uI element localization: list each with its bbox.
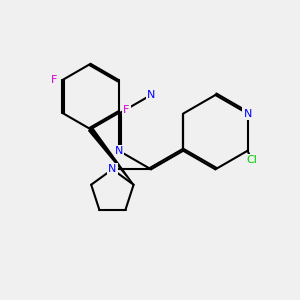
Text: F: F — [123, 105, 130, 115]
Text: Cl: Cl — [247, 155, 257, 165]
Text: N: N — [108, 164, 117, 174]
Text: N: N — [147, 90, 155, 100]
Text: F: F — [51, 75, 57, 85]
Text: N: N — [243, 109, 252, 118]
Polygon shape — [89, 128, 134, 185]
Text: N: N — [115, 146, 123, 156]
